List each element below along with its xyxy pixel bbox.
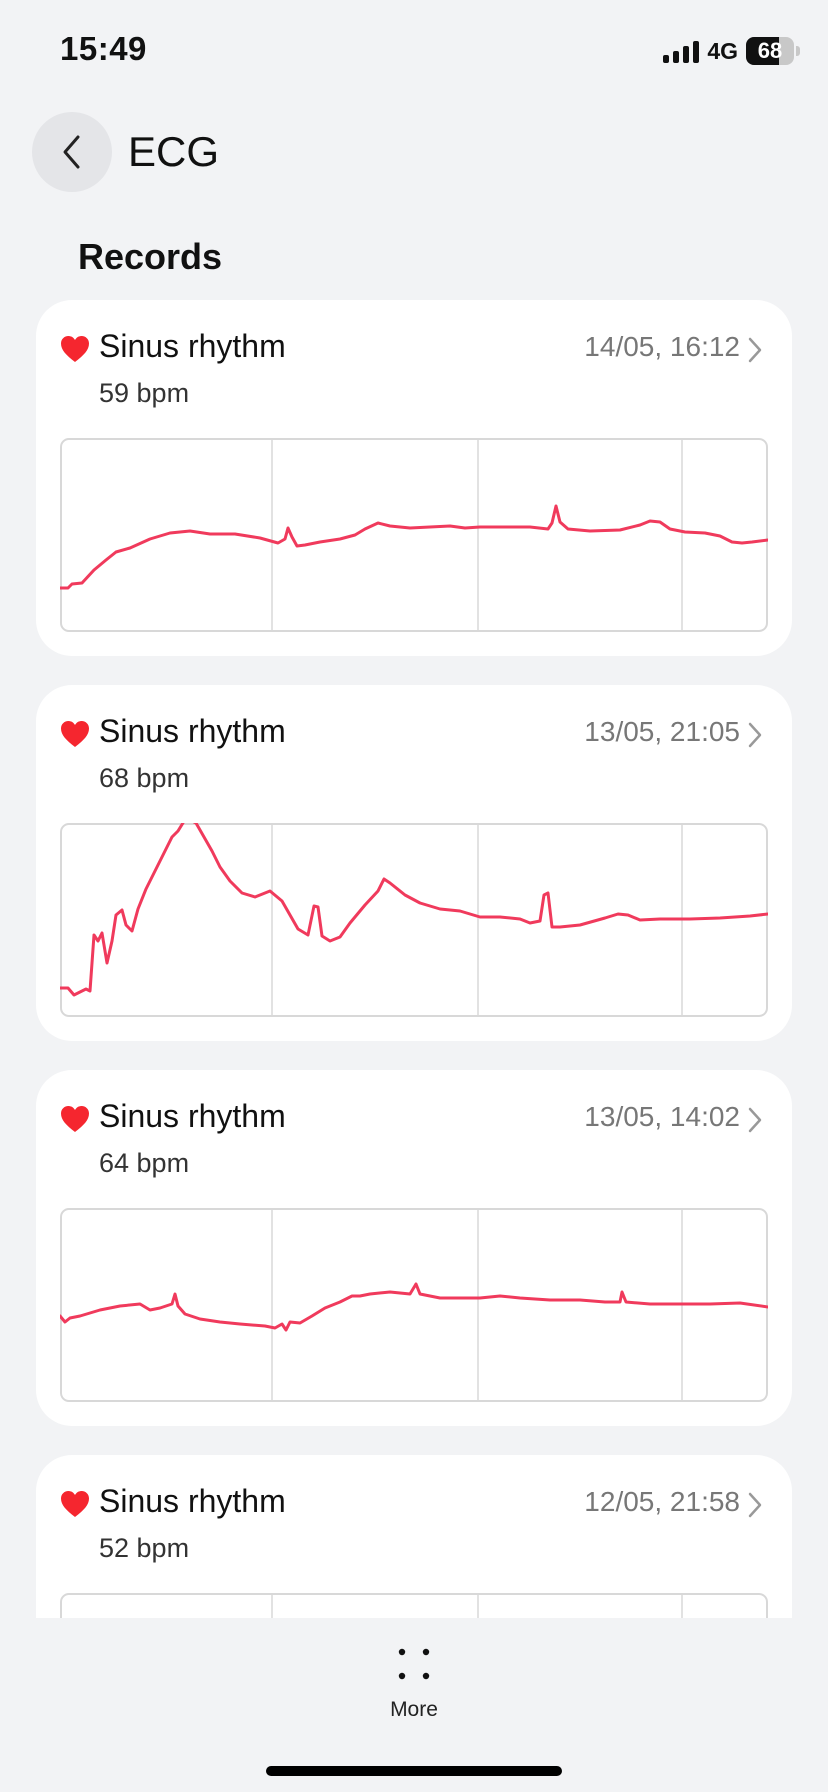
rhythm-label: Sinus rhythm	[99, 713, 286, 749]
bpm-value: 68 bpm	[99, 763, 190, 793]
battery-icon: 68	[746, 37, 800, 65]
record-date: 12/05, 21:58	[584, 1486, 740, 1517]
bpm-value: 64 bpm	[99, 1148, 190, 1178]
status-bar: 15:49 4G 68	[0, 0, 828, 100]
back-button[interactable]	[32, 112, 112, 192]
network-type: 4G	[707, 37, 738, 64]
ecg-waveform	[60, 1282, 768, 1332]
chevron-right-icon	[748, 1492, 762, 1518]
ecg-waveform	[60, 504, 768, 590]
bottom-bar: More	[0, 1618, 828, 1792]
record-card[interactable]: Sinus rhythm 64 bpm 13/05, 14:02	[36, 1070, 792, 1426]
rhythm-label: Sinus rhythm	[99, 328, 286, 364]
heart-icon	[61, 336, 89, 362]
chevron-left-icon	[63, 135, 80, 169]
ecg-waveform	[60, 823, 768, 997]
status-time: 15:49	[60, 30, 147, 67]
four-dots-icon	[398, 1648, 430, 1680]
chevron-right-icon	[748, 1107, 762, 1133]
rhythm-label: Sinus rhythm	[99, 1483, 286, 1519]
record-date: 13/05, 14:02	[584, 1101, 740, 1132]
home-indicator[interactable]	[266, 1766, 562, 1776]
record-card[interactable]: Sinus rhythm 68 bpm 13/05, 21:05	[36, 685, 792, 1041]
records-list[interactable]: Sinus rhythm 59 bpm 14/05, 16:12 Sinus r…	[36, 300, 792, 1618]
battery-level: 68	[757, 38, 783, 63]
more-button[interactable]: More	[364, 1630, 464, 1730]
heart-icon	[61, 1106, 89, 1132]
record-card[interactable]: Sinus rhythm 59 bpm 14/05, 16:12	[36, 300, 792, 656]
record-date: 14/05, 16:12	[584, 331, 740, 362]
chevron-right-icon	[748, 722, 762, 748]
more-label: More	[390, 1698, 438, 1721]
header: ECG	[0, 110, 828, 194]
chevron-right-icon	[748, 337, 762, 363]
ecg-trace-chart	[60, 1208, 768, 1402]
section-title: Records	[78, 236, 223, 277]
heart-icon	[61, 1491, 89, 1517]
record-date: 13/05, 21:05	[584, 716, 740, 747]
cellular-signal-icon	[663, 39, 700, 63]
ecg-trace-chart	[60, 1593, 768, 1618]
bpm-value: 52 bpm	[99, 1533, 190, 1563]
rhythm-label: Sinus rhythm	[99, 1098, 286, 1134]
page-title: ECG	[128, 128, 220, 175]
bpm-value: 59 bpm	[99, 378, 190, 408]
heart-icon	[61, 721, 89, 747]
ecg-trace-chart	[60, 438, 768, 632]
record-card[interactable]: Sinus rhythm 52 bpm 12/05, 21:58	[36, 1455, 792, 1618]
status-indicators: 4G 68	[663, 34, 800, 68]
ecg-trace-chart	[60, 823, 768, 1017]
